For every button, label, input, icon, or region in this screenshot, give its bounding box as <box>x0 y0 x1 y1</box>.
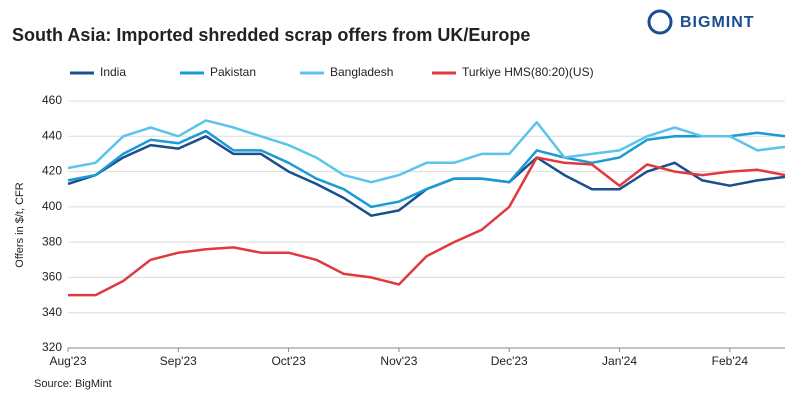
y-tick-label: 420 <box>42 164 62 178</box>
chart-title: South Asia: Imported shredded scrap offe… <box>12 25 530 45</box>
legend-label: India <box>100 65 126 79</box>
logo-icon <box>647 9 673 35</box>
line-series <box>67 129 786 209</box>
line-series <box>67 119 786 184</box>
x-tick-label: Jan'24 <box>602 354 637 368</box>
x-tick-label: Sep'23 <box>160 354 197 368</box>
line-series <box>67 135 786 217</box>
y-tick-label: 380 <box>42 234 62 248</box>
x-tick-label: Feb'24 <box>712 354 749 368</box>
y-tick-label: 440 <box>42 128 62 142</box>
x-tick-label: Oct'23 <box>271 354 306 368</box>
x-tick-label: Aug'23 <box>50 354 87 368</box>
legend-label: Turkiye HMS(80:20)(US) <box>462 65 594 79</box>
y-tick-label: 400 <box>42 199 62 213</box>
x-tick-label: Nov'23 <box>380 354 417 368</box>
y-tick-label: 360 <box>42 270 62 284</box>
y-axis-label: Offers in $/t, CFR <box>14 182 26 267</box>
legend-label: Bangladesh <box>330 65 393 79</box>
y-tick-label: 320 <box>42 340 62 354</box>
legend-label: Pakistan <box>210 65 256 79</box>
y-tick-label: 340 <box>42 305 62 319</box>
source: Source: BigMint <box>34 378 112 390</box>
x-tick-label: Dec'23 <box>491 354 528 368</box>
line-series <box>68 156 786 297</box>
y-tick-label: 460 <box>42 93 62 107</box>
logo-text: BIGMINT <box>680 14 755 31</box>
